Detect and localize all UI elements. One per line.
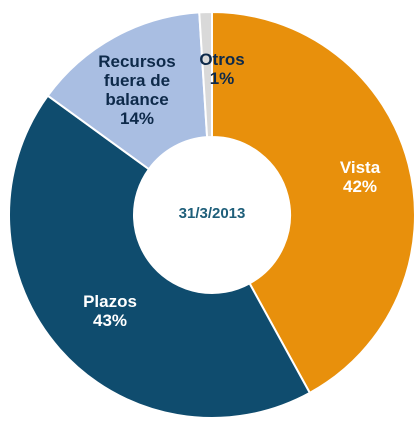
slice-label: Vista <box>339 158 381 177</box>
slice-label: Plazos <box>83 292 137 311</box>
slice <box>46 11 209 171</box>
slice-label: Otros <box>199 50 245 69</box>
slice <box>8 94 312 419</box>
value-label: 43% <box>92 311 128 330</box>
value-label: 1% <box>209 69 235 88</box>
slice-label: Recursos fuera de balance <box>98 52 176 109</box>
center-label: 31/3/2013 <box>178 205 246 222</box>
slice <box>198 10 213 139</box>
value-label: 14% <box>119 109 155 128</box>
value-label: 42% <box>342 177 378 196</box>
slice <box>211 10 416 395</box>
